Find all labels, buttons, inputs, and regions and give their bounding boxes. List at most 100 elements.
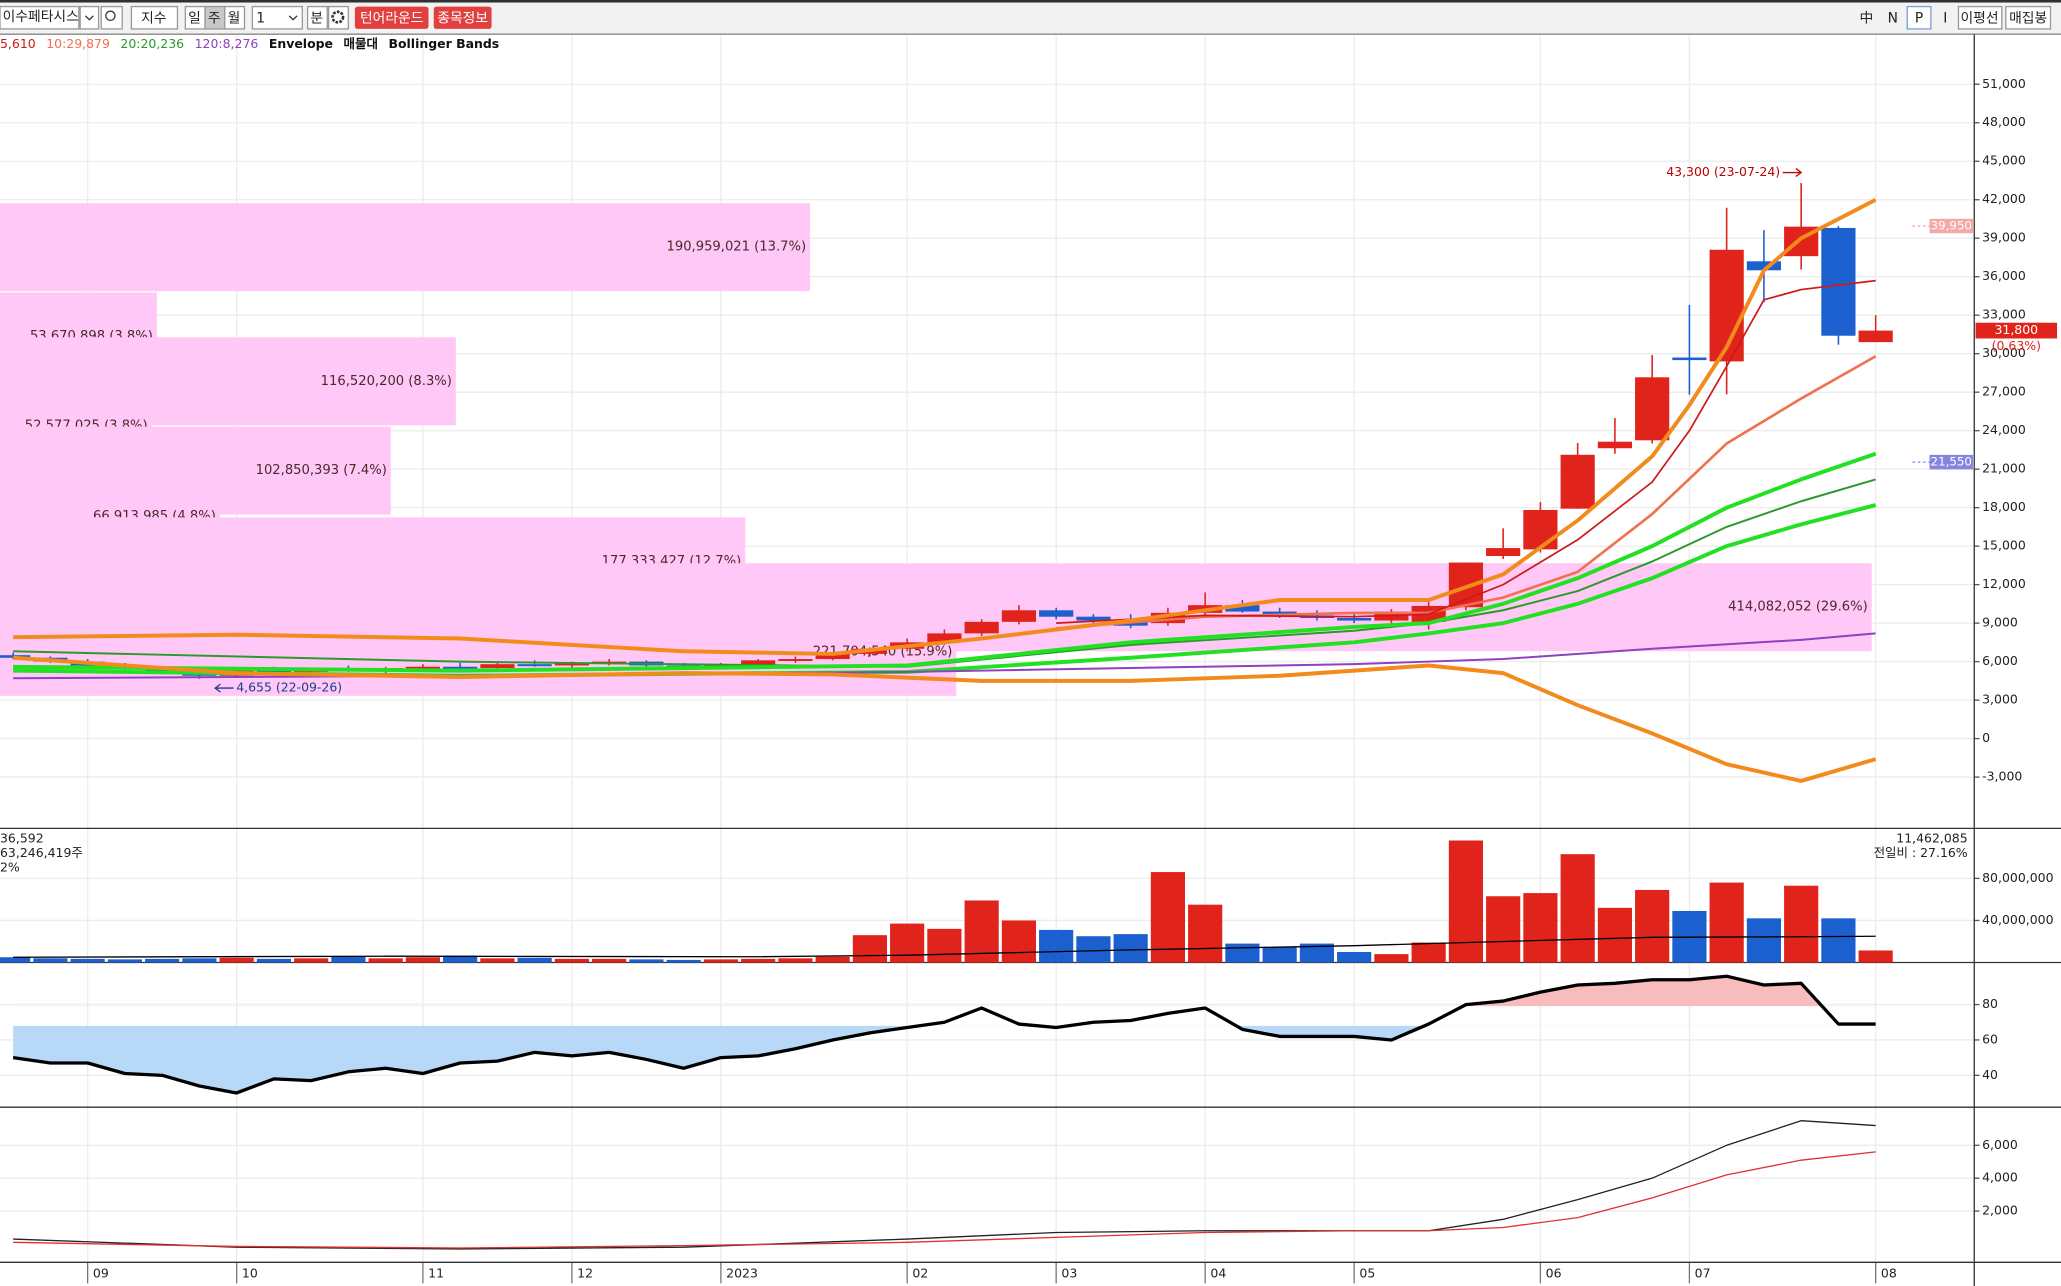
y-tick-label: 2,000 [1982, 1203, 2018, 1218]
volume-bar [890, 923, 925, 963]
volume-bar [815, 956, 850, 963]
volume-bar [1784, 885, 1819, 963]
volume-bar [927, 928, 962, 963]
candle-body [405, 666, 440, 669]
gear-icon [331, 10, 345, 24]
x-tick-label: 10 [242, 1266, 258, 1281]
current-price-label: 31,800 [1994, 322, 2038, 337]
y-tick-label: 39,000 [1982, 230, 2026, 245]
accum-button[interactable] [2005, 5, 2052, 30]
indicator-line [13, 451, 1877, 673]
stock-dropdown[interactable] [79, 5, 100, 30]
turnaround-button[interactable] [354, 6, 429, 29]
candle-body [256, 670, 291, 673]
index-button[interactable] [130, 5, 179, 30]
candle-body [1039, 610, 1074, 617]
tool-icon[interactable]: P [1915, 10, 1923, 26]
volume-bar [1374, 954, 1409, 963]
tool-label: 이평선 [1960, 10, 1998, 26]
candle-body [778, 659, 813, 662]
volume-profile-bar [0, 203, 811, 292]
candle-body [1821, 227, 1856, 336]
candle-body [815, 653, 850, 660]
stock-info-button[interactable] [433, 6, 492, 29]
price-box-label: 39,950 [1931, 219, 1972, 233]
search-button[interactable] [100, 5, 123, 30]
volume-profile-label: 414,082,052 (29.6%) [1728, 600, 1868, 615]
indicator-line [13, 1151, 1876, 1249]
indicator-line [1056, 279, 1876, 624]
volume-profile-label: 116,520,200 (8.3%) [321, 374, 452, 389]
y-tick-label: 45,000 [1982, 153, 2026, 168]
oscillator-line [12, 974, 1876, 1095]
y-tick-label: 3,000 [1982, 692, 2018, 707]
candle-body [1225, 605, 1260, 612]
y-tick-label: 21,000 [1982, 461, 2026, 476]
current-price-change: (0.63%) [1992, 338, 2041, 353]
volume-bar [1746, 918, 1782, 963]
volume-bar [405, 957, 440, 963]
candle-body [1560, 454, 1595, 509]
x-tick-label: 2023 [726, 1266, 758, 1281]
period-month[interactable] [224, 5, 246, 30]
volume-bar [1411, 942, 1446, 963]
volume-bar [741, 958, 776, 963]
current-price-box [1975, 322, 2058, 339]
legend-entry: 20:20,236 [120, 36, 184, 51]
annotation-label: 4,655 (22-09-26) [236, 680, 342, 695]
stock-input[interactable] [0, 5, 80, 30]
legend-entry: 매물대 [344, 36, 378, 51]
volume-bar [294, 958, 329, 963]
legend-entry: 10:29,879 [46, 36, 110, 51]
ma-button[interactable] [1957, 5, 2003, 30]
volume-bar [331, 956, 366, 963]
x-tick-label: 12 [577, 1266, 593, 1281]
volume-bar [1262, 946, 1297, 963]
volume-bar [1076, 936, 1111, 963]
volume-bar [703, 959, 738, 963]
volume-bar [70, 958, 105, 963]
volume-info: 2% [0, 859, 20, 874]
legend-entry: 120:8,276 [195, 36, 259, 51]
volume-bar [1150, 872, 1185, 963]
volume-bar [1299, 943, 1334, 963]
volume-info: 36,592 [0, 830, 44, 845]
period-label: 일 [188, 10, 201, 26]
y-tick-label: 27,000 [1982, 384, 2026, 399]
y-tick-label: 40,000,000 [1982, 912, 2053, 927]
legend-entry: 5,610 [0, 36, 36, 51]
x-tick-label: 09 [93, 1266, 109, 1281]
index-label: 지수 [141, 10, 166, 26]
tool-icon[interactable]: I [1943, 10, 1947, 26]
volume-bar [1709, 882, 1744, 963]
annotation-arrowhead [214, 683, 221, 693]
candle-body [1486, 548, 1521, 557]
volume-bar [182, 958, 217, 963]
x-tick-label: 08 [1881, 1266, 1897, 1281]
volume-profile-label: 102,850,393 (7.4%) [256, 463, 387, 478]
volume-bar [0, 957, 31, 963]
tool-icon[interactable]: N [1888, 10, 1898, 26]
tool-selected [1906, 5, 1932, 30]
x-tick-label: 04 [1210, 1266, 1226, 1281]
settings-button[interactable] [327, 5, 349, 30]
button-label: 종목정보 [437, 10, 488, 26]
minute-button[interactable] [306, 5, 328, 30]
count-select[interactable] [251, 5, 303, 30]
tool-icon[interactable]: 中 [1860, 10, 1874, 26]
candle-body [480, 664, 515, 669]
volume-bar [1337, 952, 1372, 963]
indicator-line [13, 935, 1876, 958]
legend-entry: Bollinger Bands [388, 36, 499, 51]
indicator-line [13, 197, 1877, 656]
volume-bar [964, 900, 999, 963]
volume-bar [107, 959, 142, 963]
candle-body [1337, 617, 1372, 621]
volume-bar [554, 958, 589, 963]
volume-bar [778, 958, 813, 963]
candle-body [964, 621, 999, 634]
volume-bar [1635, 889, 1670, 963]
volume-bar [666, 959, 701, 963]
y-tick-label: 36,000 [1982, 268, 2026, 283]
y-tick-label: 18,000 [1982, 499, 2026, 514]
